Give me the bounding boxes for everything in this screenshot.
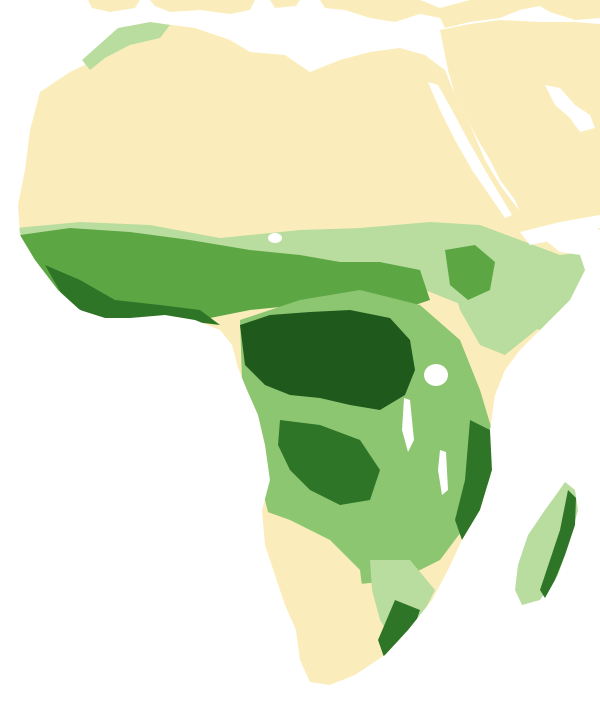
gulf-of-aden [520, 215, 600, 245]
madagascar [515, 482, 578, 605]
europe-landmass [88, 0, 600, 28]
east-coast-forest [455, 420, 492, 540]
guinea-coast-forest [45, 265, 220, 325]
madagascar-east-forest [540, 490, 576, 598]
lake-victoria [424, 364, 448, 386]
lake-tanganyika [402, 398, 414, 452]
persian-gulf [545, 85, 595, 132]
congo-basin-forest [240, 310, 415, 410]
lake-chad [268, 233, 282, 243]
lake-malawi [438, 450, 448, 495]
ethiopian-highlands [445, 245, 495, 300]
vegetation-layers [18, 222, 585, 685]
red-sea [428, 82, 512, 218]
kalahari-arid [262, 510, 365, 685]
maghreb-coastal-vegetation [82, 22, 170, 70]
arabia-landmass [440, 20, 600, 240]
southeast-coastal-forest [378, 600, 420, 660]
miombo-forest [278, 420, 380, 505]
